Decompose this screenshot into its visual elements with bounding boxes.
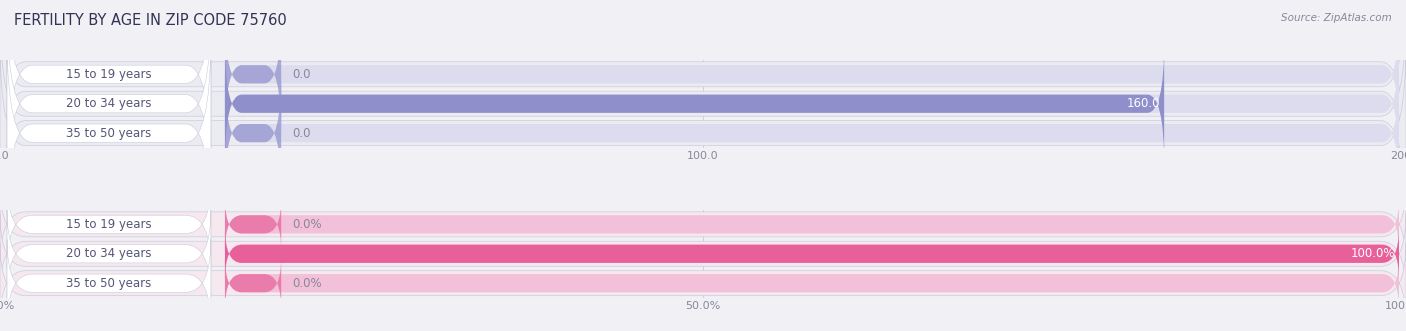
Text: Source: ZipAtlas.com: Source: ZipAtlas.com: [1281, 13, 1392, 23]
Text: 0.0%: 0.0%: [292, 218, 322, 231]
Text: 35 to 50 years: 35 to 50 years: [66, 127, 152, 140]
Text: 0.0%: 0.0%: [292, 277, 322, 290]
FancyBboxPatch shape: [7, 239, 211, 327]
Text: 15 to 19 years: 15 to 19 years: [66, 218, 152, 231]
Text: 0.0: 0.0: [292, 127, 311, 140]
FancyBboxPatch shape: [0, 184, 1406, 265]
FancyBboxPatch shape: [7, 0, 211, 171]
FancyBboxPatch shape: [0, 0, 1406, 168]
Text: 15 to 19 years: 15 to 19 years: [66, 68, 152, 81]
Text: FERTILITY BY AGE IN ZIP CODE 75760: FERTILITY BY AGE IN ZIP CODE 75760: [14, 13, 287, 28]
Text: 160.0: 160.0: [1126, 97, 1160, 110]
FancyBboxPatch shape: [225, 228, 1399, 280]
FancyBboxPatch shape: [225, 71, 1399, 195]
FancyBboxPatch shape: [7, 210, 211, 298]
FancyBboxPatch shape: [225, 257, 281, 309]
Text: 100.0%: 100.0%: [1350, 247, 1395, 260]
Text: 35 to 50 years: 35 to 50 years: [66, 277, 152, 290]
FancyBboxPatch shape: [225, 42, 1399, 165]
Text: 20 to 34 years: 20 to 34 years: [66, 247, 152, 260]
FancyBboxPatch shape: [0, 243, 1406, 324]
FancyBboxPatch shape: [0, 10, 1406, 197]
FancyBboxPatch shape: [225, 71, 281, 195]
FancyBboxPatch shape: [0, 40, 1406, 226]
FancyBboxPatch shape: [7, 36, 211, 230]
FancyBboxPatch shape: [0, 213, 1406, 294]
FancyBboxPatch shape: [225, 198, 1399, 251]
FancyBboxPatch shape: [225, 198, 281, 251]
FancyBboxPatch shape: [225, 42, 1164, 165]
Text: 20 to 34 years: 20 to 34 years: [66, 97, 152, 110]
Text: 0.0: 0.0: [292, 68, 311, 81]
FancyBboxPatch shape: [7, 180, 211, 268]
FancyBboxPatch shape: [225, 257, 1399, 309]
FancyBboxPatch shape: [7, 7, 211, 201]
FancyBboxPatch shape: [225, 13, 1399, 136]
FancyBboxPatch shape: [225, 13, 281, 136]
FancyBboxPatch shape: [225, 228, 1399, 280]
